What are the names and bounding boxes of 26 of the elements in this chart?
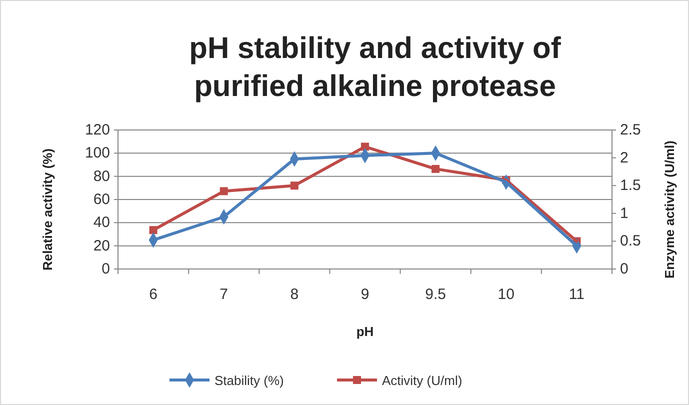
x-axis-title: pH (356, 324, 374, 339)
chart-title: pH stability and activity of purified alkaline protease (189, 32, 562, 103)
y-tick-label: 60 (93, 191, 110, 208)
y-tick-label: 120 (84, 122, 110, 138)
y-tick-label: 20 (93, 237, 110, 254)
legend-label: Activity (U/ml) (382, 373, 462, 388)
y-tick-label: 100 (84, 144, 110, 162)
x-tick-label: 8 (290, 286, 299, 303)
y-tick-label: 80 (93, 168, 110, 185)
y2-tick-label: 1 (620, 204, 628, 222)
x-tick-label: 9 (360, 286, 370, 303)
x-tick-label: 11 (568, 286, 585, 303)
y2-axis-title: Enzyme activity (U/ml) (662, 140, 677, 278)
x-tick-label: 9.5 (425, 286, 446, 303)
y-axis-title: Relative activity (%) (40, 148, 55, 271)
y2-tick-label: 2 (620, 149, 628, 166)
y2-tick-label: 1.5 (620, 177, 641, 194)
legend-label: Stability (%) (214, 373, 284, 388)
y2-tick-label: 0 (620, 260, 628, 278)
y-tick-label: 0 (102, 260, 110, 278)
x-tick-label: 6 (149, 286, 158, 303)
y-tick-label: 40 (93, 214, 110, 232)
x-tick-label: 7 (220, 286, 228, 303)
x-tick-label: 10 (498, 286, 514, 303)
y2-tick-label: 0.5 (620, 232, 641, 250)
y2-tick-label: 2.5 (620, 122, 641, 138)
